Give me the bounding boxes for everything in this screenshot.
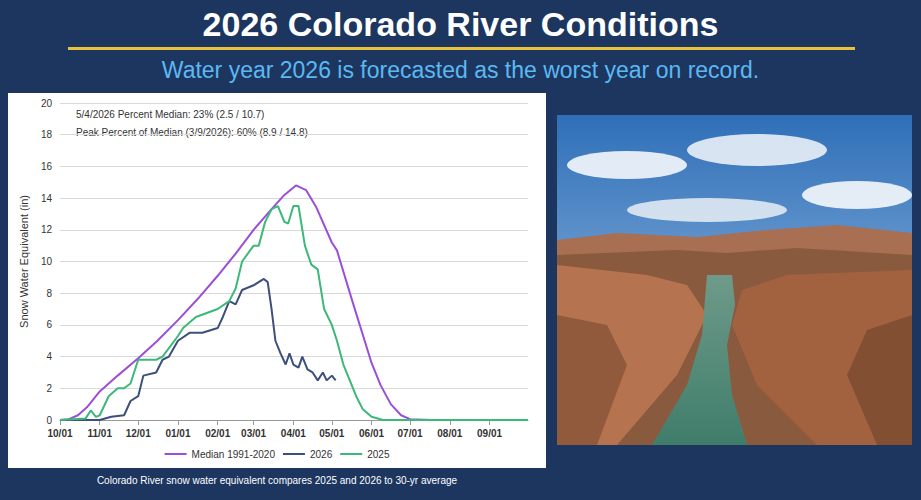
svg-text:05/01: 05/01	[319, 428, 344, 439]
svg-text:07/01: 07/01	[398, 428, 423, 439]
svg-text:01/01: 01/01	[165, 428, 190, 439]
svg-text:08/01: 08/01	[437, 428, 462, 439]
svg-text:12: 12	[41, 224, 53, 235]
svg-text:5/4/2026 Percent Median: 23% (: 5/4/2026 Percent Median: 23% (2.5 / 10.7…	[76, 109, 264, 120]
html-text:Colorado River snow water equi: Colorado River snow water equivalent com…	[96, 475, 458, 486]
svg-text:Median 1991-2020: Median 1991-2020	[192, 449, 276, 460]
html-text:2026 Colorado River Conditions: 2026 Colorado River Conditions	[202, 5, 719, 43]
svg-text:16: 16	[41, 161, 53, 172]
svg-text:12/01: 12/01	[126, 428, 151, 439]
svg-text:4: 4	[46, 351, 52, 362]
svg-text:2: 2	[46, 383, 52, 394]
svg-text:Snow Water Equivalent (in): Snow Water Equivalent (in)	[18, 195, 30, 328]
svg-text:2026: 2026	[310, 449, 333, 460]
svg-text:20: 20	[41, 98, 53, 109]
svg-text:10: 10	[41, 256, 53, 267]
svg-text:06/01: 06/01	[359, 428, 384, 439]
svg-text:14: 14	[41, 193, 53, 204]
svg-text:2025: 2025	[367, 449, 390, 460]
svg-text:18: 18	[41, 129, 53, 140]
svg-text:09/01: 09/01	[477, 428, 502, 439]
html-text:Water year 2026 is forecasted: Water year 2026 is forecasted as the wor…	[161, 57, 760, 83]
svg-text:0: 0	[46, 415, 52, 426]
svg-text:02/01: 02/01	[205, 428, 230, 439]
svg-text:6: 6	[46, 319, 52, 330]
svg-text:Peak Percent of Median (3/9/20: Peak Percent of Median (3/9/2026): 60% (…	[76, 127, 308, 138]
svg-text:10/01: 10/01	[47, 428, 72, 439]
svg-text:11/01: 11/01	[88, 428, 113, 439]
svg-text:8: 8	[46, 288, 52, 299]
svg-text:03/01: 03/01	[241, 428, 266, 439]
svg-text:04/01: 04/01	[281, 428, 306, 439]
